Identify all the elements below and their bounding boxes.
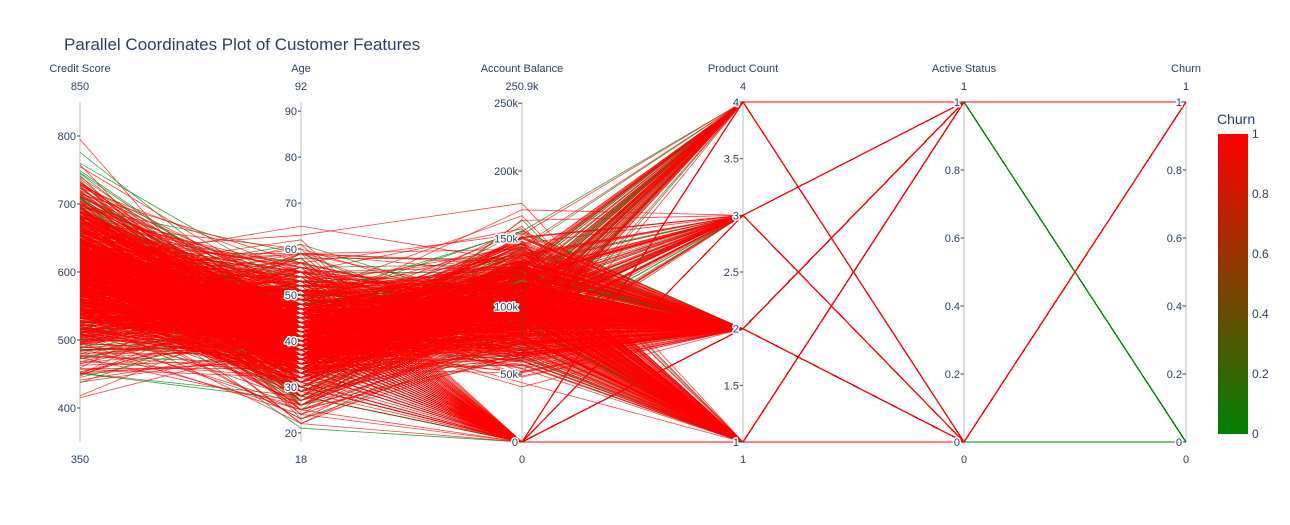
axis-range-min-label: 0 <box>961 454 967 466</box>
axis-tick-label: 1.5 <box>724 380 739 392</box>
axis-tick-label: 2 <box>733 324 739 336</box>
colorbar-tick-label: 0.8 <box>1252 187 1269 201</box>
axis-tick-label: 400 <box>58 403 76 415</box>
axis-tick-label: 50k <box>500 369 518 381</box>
colorbar-tick-label: 0 <box>1252 427 1259 441</box>
axis-tick-label: 600 <box>58 267 76 279</box>
axis-age: Age 92 18 20 30 40 50 60 70 80 90 <box>283 63 311 466</box>
axis-tick-label: 500 <box>58 335 76 347</box>
axis-range-max-label: 850 <box>71 81 89 93</box>
axis-tick-label: 200k <box>494 166 518 178</box>
axis-tick-label: 90 <box>285 106 297 118</box>
colorbar-tick-label: 0.2 <box>1252 367 1269 381</box>
axis-tick-label: 70 <box>285 198 297 210</box>
axis-tick-label: 1 <box>954 97 960 109</box>
axis-title: Age <box>291 63 311 75</box>
axis-tick-label: 1 <box>733 437 739 449</box>
axis-tick-label: 3.5 <box>724 154 739 166</box>
axis-tick-label: 30 <box>285 382 297 394</box>
axis-tick-label: 4 <box>733 97 739 109</box>
polyline-record <box>79 101 1186 330</box>
axis-tick-label: 20 <box>285 428 297 440</box>
axis-range-min-label: 1 <box>740 454 746 466</box>
axis-tick-label: 0.6 <box>945 233 960 245</box>
axis-tick-label: 0.2 <box>945 369 960 381</box>
axis-tick-label: 150k <box>494 234 518 246</box>
colorbar-title: Churn <box>1217 111 1255 127</box>
axis-tick-label: 0.4 <box>1167 301 1182 313</box>
axis-range-max-label: 250.9k <box>505 81 539 93</box>
polylines-layer <box>79 101 1187 443</box>
axis-title: Churn <box>1171 63 1201 75</box>
axis-tick-label: 0.6 <box>1167 233 1182 245</box>
axis-tick-label: 40 <box>285 336 297 348</box>
axis-tick-label: 60 <box>285 244 297 256</box>
axis-tick-label: 700 <box>58 199 76 211</box>
axis-product-count: Product Count 4 11 1.5 2 2.5 3 3.5 4 <box>708 63 778 466</box>
axis-account-balance: Account Balance 250.9k 00 50k 100k 150k 200k 25… <box>481 63 564 466</box>
axis-tick-label: 0 <box>512 437 518 449</box>
axis-title: Account Balance <box>481 63 564 75</box>
axis-active-status: Active Status 1 00 0.2 0.4 0.6 0.8 1 <box>932 63 997 466</box>
colorbar-tick-label: 0.6 <box>1252 247 1269 261</box>
axis-tick-label: 3 <box>733 210 739 222</box>
axis-tick-label: 250k <box>494 98 518 110</box>
chart-title: Parallel Coordinates Plot of Customer Fe… <box>64 35 420 54</box>
axis-title: Product Count <box>708 63 778 75</box>
axis-tick-label: 0.8 <box>945 165 960 177</box>
colorbar-tick-label: 0.4 <box>1252 307 1269 321</box>
axes-layer: Credit Score850350400500600700800Age9218… <box>49 63 1201 466</box>
axis-range-min-label: 0 <box>519 454 525 466</box>
axis-range-max-label: 1 <box>1183 81 1189 93</box>
axis-tick-label: 2.5 <box>724 267 739 279</box>
axis-range-max-label: 92 <box>295 81 307 93</box>
axis-range-max-label: 4 <box>740 81 746 93</box>
axis-tick-label: 80 <box>285 152 297 164</box>
axis-title: Active Status <box>932 63 997 75</box>
axis-range-min-label: 0 <box>1183 454 1189 466</box>
axis-range-max-label: 1 <box>961 81 967 93</box>
colorbar-tick-label: 1 <box>1252 127 1259 141</box>
axis-tick-label: 100k <box>494 301 518 313</box>
axis-range-min-label: 18 <box>295 454 307 466</box>
axis-tick-label: 0 <box>1176 437 1182 449</box>
axis-tick-label: 0 <box>954 437 960 449</box>
axis-tick-label: 1 <box>1176 97 1182 109</box>
axis-tick-label: 0.4 <box>945 301 960 313</box>
axis-tick-label: 0.2 <box>1167 369 1182 381</box>
axis-churn: Churn 1 00 0.2 0.4 0.6 0.8 1 <box>1165 63 1201 466</box>
axis-tick-label: 50 <box>285 290 297 302</box>
polyline-record <box>80 101 1187 443</box>
axis-credit-score: Credit Score 850 350 400 500 600 700 800 <box>49 63 110 466</box>
axis-tick-label: 0.8 <box>1167 165 1182 177</box>
axis-tick-label: 800 <box>58 131 76 143</box>
colorbar: Churn 0 0.2 0.4 0.6 0.8 1 <box>1217 111 1269 441</box>
axis-title: Credit Score <box>49 63 110 75</box>
colorbar-gradient <box>1218 134 1248 434</box>
axis-range-min-label: 350 <box>71 454 89 466</box>
